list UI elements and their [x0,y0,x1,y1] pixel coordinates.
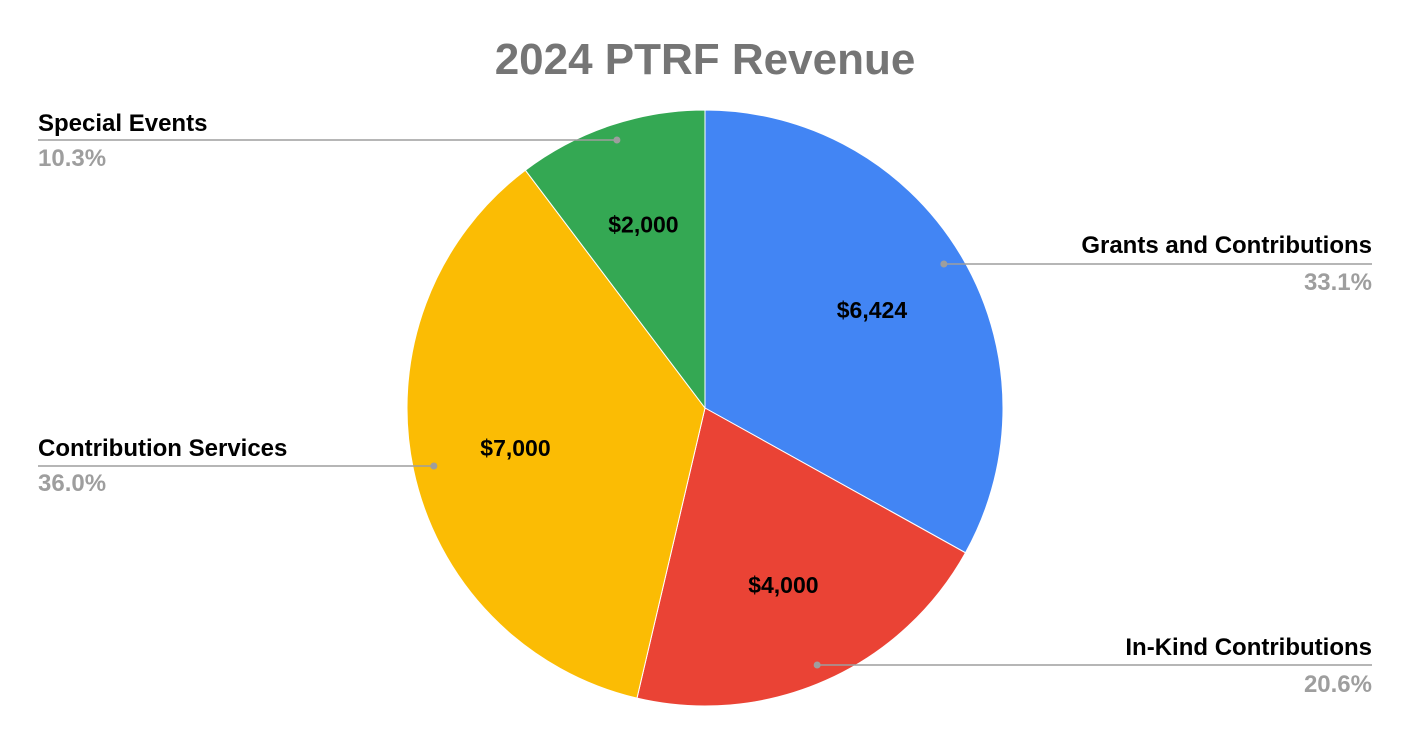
callout-percent-label: 36.0% [38,470,106,497]
slice-value-label: $6,424 [837,297,908,323]
callout-category-label: Contribution Services [38,435,287,462]
callout-percent-label: 10.3% [38,145,106,172]
slice-callouts: Grants and Contributions 33.1% In-Kind Con… [38,110,1372,698]
slice-value-label: $2,000 [608,211,678,237]
pie-slice-special-events [524,109,706,410]
pie-slice-contribution-services [406,169,706,699]
pie-slice-in-kind-contributions [636,407,967,707]
slice-value-label: $7,000 [480,435,550,461]
slice-value-label: $4,000 [748,572,818,598]
pie-slices [406,109,1004,707]
callout-category-label: Grants and Contributions [1081,232,1372,259]
callout-category-label: Special Events [38,110,207,137]
callout-category-label: In-Kind Contributions [1125,634,1372,661]
callout-percent-label: 33.1% [1304,269,1372,296]
slice-value-labels: $6,424 $4,000 $7,000 $2,000 [480,211,907,598]
callout-percent-label: 20.6% [1304,671,1372,698]
chart-title: 2024 PTRF Revenue [495,35,916,84]
pie-slice-grants-and-contributions [704,109,1004,554]
